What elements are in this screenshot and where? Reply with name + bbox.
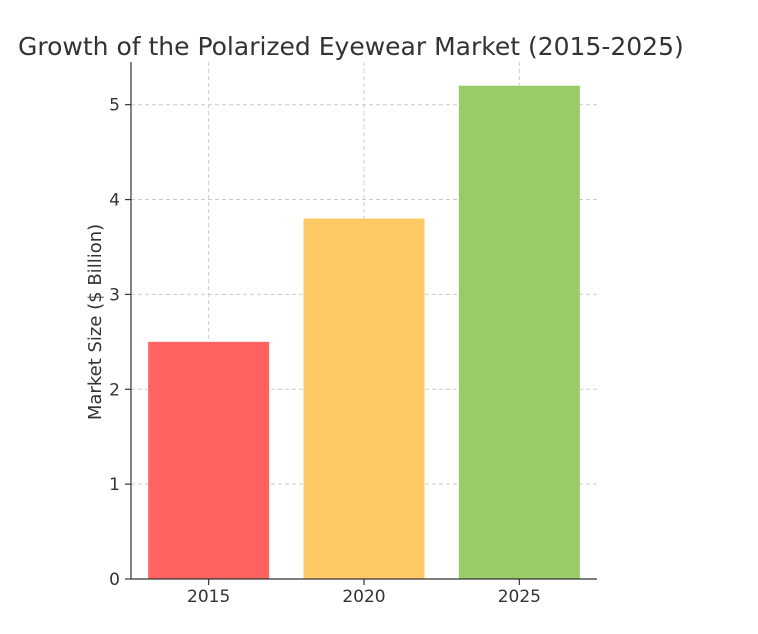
y-tick-label-2: 2 bbox=[109, 380, 120, 400]
bars bbox=[148, 85, 580, 579]
y-tick-label-3: 3 bbox=[109, 285, 120, 305]
chart-title: Growth of the Polarized Eyewear Market (… bbox=[18, 32, 684, 61]
y-tick-label-4: 4 bbox=[109, 191, 120, 211]
y-tick-label-5: 5 bbox=[109, 96, 120, 116]
y-tick-label-0: 0 bbox=[109, 570, 120, 590]
bar-2020 bbox=[303, 218, 425, 579]
bar-2025 bbox=[458, 85, 580, 579]
x-tick-label-2020: 2020 bbox=[342, 587, 385, 607]
bar-2015 bbox=[148, 341, 270, 579]
x-tick-label-2025: 2025 bbox=[498, 587, 541, 607]
axes bbox=[125, 62, 597, 585]
x-tick-label-2015: 2015 bbox=[187, 587, 230, 607]
y-axis-label: Market Size ($ Billion) bbox=[85, 224, 106, 420]
y-tick-label-1: 1 bbox=[109, 475, 120, 495]
tick-labels: 0 1 2 3 4 5 2015 2020 2025 bbox=[109, 96, 541, 607]
